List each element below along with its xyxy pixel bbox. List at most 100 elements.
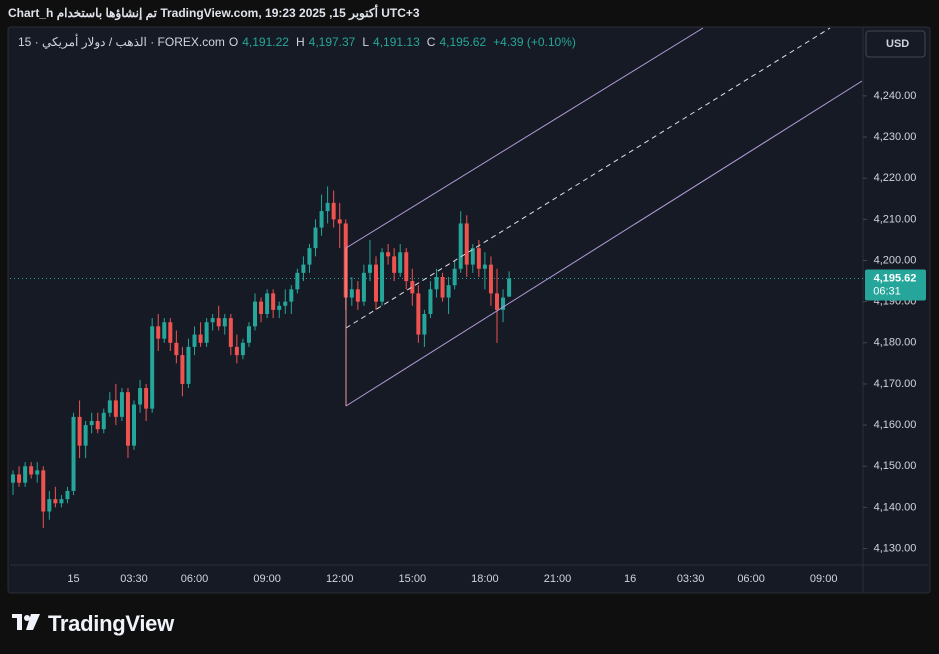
candle-body <box>23 466 28 483</box>
candle-body <box>380 252 385 302</box>
candle-body <box>204 322 209 343</box>
candle-body <box>53 499 58 504</box>
symbol-legend: 15 · الذهب / دولار أمريكي · FOREX.com O 4… <box>18 35 579 49</box>
candle-body <box>313 227 318 249</box>
candle-body <box>410 281 415 294</box>
candle-body <box>89 420 94 426</box>
candle-body <box>156 326 161 339</box>
candle-body <box>374 264 379 302</box>
candle-body <box>138 388 143 405</box>
candle-body <box>59 499 64 504</box>
y-tick-label: 4,160.00 <box>874 419 917 431</box>
candle-body <box>71 416 76 491</box>
low-value: 4,191.13 <box>373 35 420 49</box>
last-price-label: 4,195.62 <box>874 272 917 284</box>
candle-body <box>295 272 300 290</box>
candle-body <box>168 322 173 343</box>
candle-body <box>507 278 512 297</box>
change: +4.39 (+0.10%) <box>493 35 576 49</box>
candle-body <box>271 293 276 310</box>
candle-body <box>501 297 506 310</box>
candle-body <box>392 256 397 273</box>
chart-panel <box>7 26 931 594</box>
candle-body <box>301 264 306 273</box>
candle-body <box>482 264 487 269</box>
candle-body <box>95 420 100 430</box>
candle-body <box>398 252 403 273</box>
y-tick-label: 4,220.00 <box>874 172 917 184</box>
y-tick-label: 4,130.00 <box>874 542 917 554</box>
x-tick-label: 03:30 <box>677 573 705 585</box>
x-tick-label: 09:00 <box>810 573 838 585</box>
candle-body <box>132 404 137 446</box>
candle-body <box>113 400 118 417</box>
candle-body <box>428 289 433 314</box>
candle-body <box>144 388 149 409</box>
candle-body <box>253 301 258 327</box>
candle-body <box>47 499 52 512</box>
candle-body <box>458 223 463 269</box>
candle-body <box>11 474 16 483</box>
candle-body <box>265 293 270 314</box>
candle-body <box>198 334 203 343</box>
candle-body <box>355 289 360 302</box>
symbol: 15 · الذهب / دولار أمريكي · FOREX.com <box>18 35 225 49</box>
high-key: H <box>295 35 305 49</box>
candle-body <box>331 202 336 220</box>
candle-body <box>337 219 342 224</box>
open-key: O <box>228 35 239 49</box>
currency[interactable]: USD <box>886 38 909 50</box>
x-tick-label: 15:00 <box>399 573 427 585</box>
candle-body <box>440 276 445 298</box>
candle-body <box>246 326 251 343</box>
snapshot-header: Chart_h تم إنشاؤها باستخدام TradingView.… <box>8 6 420 20</box>
low-key: L <box>362 35 370 49</box>
x-tick-label: 09:00 <box>253 573 281 585</box>
candle-body <box>65 490 70 500</box>
candle-body <box>422 313 427 335</box>
candle-body <box>464 223 469 265</box>
logo-part <box>24 615 30 621</box>
candle-body <box>119 392 124 417</box>
candle-body <box>289 289 294 302</box>
candle-body <box>107 400 112 413</box>
candle-body <box>101 412 106 430</box>
candle-body <box>77 416 82 446</box>
candle-body <box>325 202 330 212</box>
candle-body <box>125 392 130 446</box>
candle-body <box>192 334 197 347</box>
candle-body <box>277 305 282 310</box>
candle-body <box>222 318 227 327</box>
x-tick-label: 18:00 <box>471 573 499 585</box>
x-tick-label: 06:00 <box>181 573 209 585</box>
close-key: C <box>426 35 436 49</box>
plot-area <box>10 186 863 528</box>
y-tick-label: 4,210.00 <box>874 213 917 225</box>
candle-body <box>283 301 288 306</box>
candle-body <box>361 272 366 302</box>
candle-body <box>41 470 46 512</box>
candle-body <box>240 342 245 356</box>
candle-body <box>386 252 391 257</box>
y-tick-label: 4,200.00 <box>874 254 917 266</box>
candle-body <box>210 318 215 323</box>
brand: TradingView <box>48 611 174 636</box>
y-tick-label: 4,230.00 <box>874 131 917 143</box>
logo-icon <box>12 614 40 630</box>
last-price-box <box>865 269 926 301</box>
candle-body <box>494 293 499 310</box>
x-tick-label: 12:00 <box>326 573 354 585</box>
y-tick-label: 4,170.00 <box>874 378 917 390</box>
candle-body <box>367 264 372 273</box>
currency-button[interactable] <box>865 30 926 58</box>
channel-middle <box>345 27 831 329</box>
channel-upper <box>345 27 704 249</box>
candle-body <box>29 466 34 475</box>
candle-body <box>488 264 493 294</box>
candle-body <box>307 248 312 265</box>
candle-body <box>416 293 421 335</box>
x-tick-label: 03:30 <box>120 573 148 585</box>
candle-body <box>162 322 167 339</box>
